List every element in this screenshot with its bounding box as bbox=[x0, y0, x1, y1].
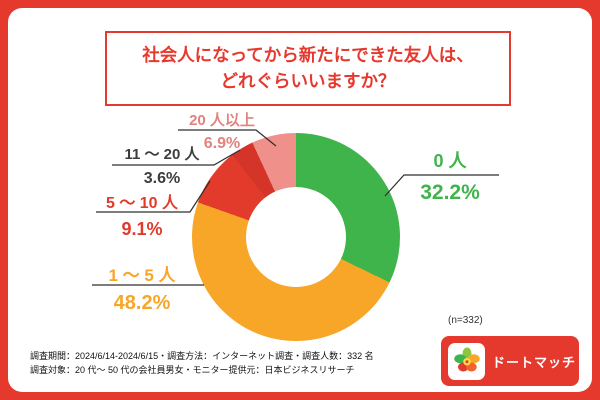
slice-label-5-10-pct: 9.1% bbox=[121, 219, 163, 239]
survey-footnotes: 調査期間：2024/6/14-2024/6/15・調査方法：インターネット調査・… bbox=[30, 350, 374, 377]
logo-text: ドートマッチ bbox=[492, 354, 577, 370]
slice-label-1-5-name: 1 ～ 5 人 bbox=[108, 266, 176, 285]
survey-footnote-line-1: 調査期間：2024/6/14-2024/6/15・調査方法：インターネット調査・… bbox=[30, 351, 374, 361]
slice-label-20plus-name: 20 人以上 bbox=[189, 112, 255, 129]
slice-label-11-20-pct: 3.6% bbox=[143, 170, 181, 187]
slice-label-20plus: 20 人以上 6.9% bbox=[172, 109, 272, 153]
flower-icon bbox=[453, 347, 480, 372]
dotomatch-logo-badge: ドートマッチ bbox=[441, 336, 579, 386]
slice-label-11-20-name: 11 ～ 20 人 bbox=[124, 146, 200, 163]
slice-label-11-20: 11 ～ 20 人 3.6% bbox=[110, 143, 214, 188]
logo-mark bbox=[448, 342, 485, 380]
slice-label-0: 0 人 32.2% bbox=[398, 147, 502, 205]
slice-label-1-5-pct: 48.2% bbox=[113, 292, 171, 314]
slice-label-20plus-pct: 6.9% bbox=[203, 135, 241, 152]
chart-title-box: 社会人になってから新たにできた友人は、 どれぐらいいますか？ bbox=[105, 31, 511, 106]
chart-title-line-1: 社会人になってから新たにできた友人は、 bbox=[142, 45, 474, 65]
donut-chart bbox=[192, 133, 400, 341]
survey-footnote-line-2: 調査対象：20 代～ 50 代の会社員男女・モニター提供元：日本ビジネスリサーチ bbox=[30, 364, 355, 375]
slice-label-5-10: 5 ～ 10 人 9.1% bbox=[94, 189, 190, 240]
donut-hole bbox=[246, 187, 346, 287]
slice-label-0-pct: 32.2% bbox=[420, 181, 480, 204]
slice-label-1-5: 1 ～ 5 人 48.2% bbox=[90, 261, 194, 315]
slice-label-0-name: 0 人 bbox=[433, 151, 467, 171]
sample-size-label: (n=332) bbox=[448, 315, 483, 326]
chart-title-line-2: どれぐらいいますか？ bbox=[220, 71, 396, 92]
slice-label-5-10-name: 5 ～ 10 人 bbox=[105, 195, 179, 212]
